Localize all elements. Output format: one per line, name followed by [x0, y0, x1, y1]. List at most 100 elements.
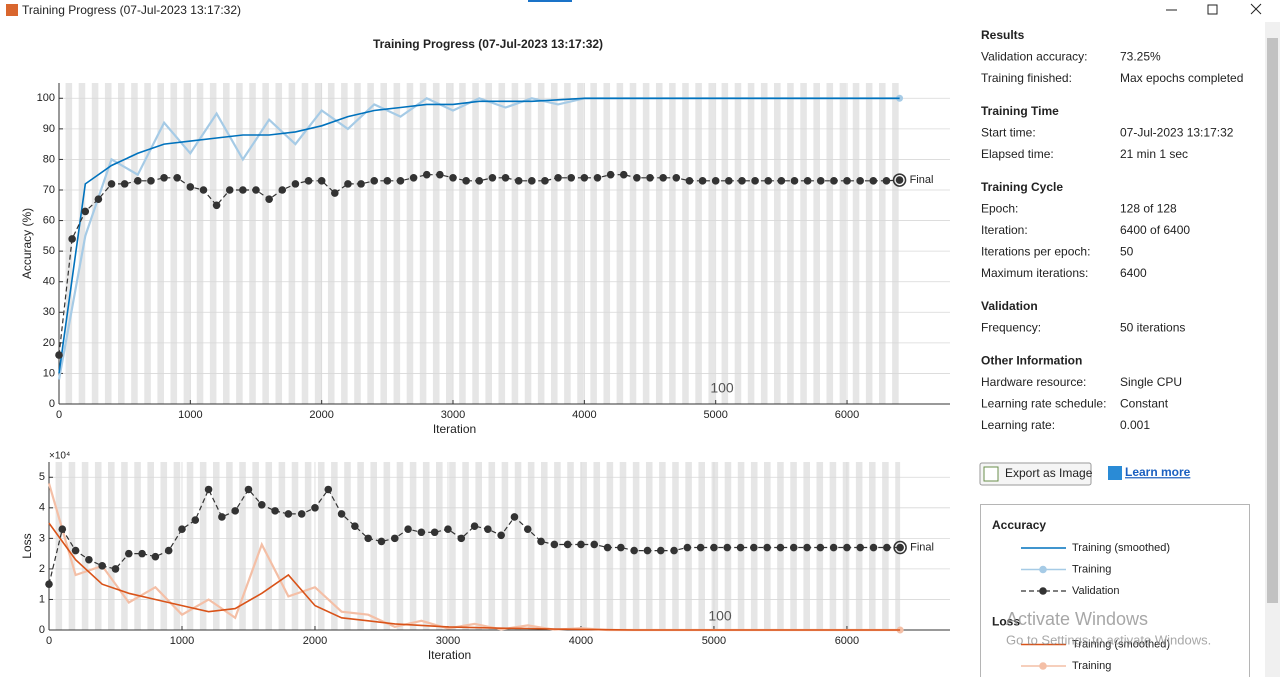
panel-label: Iterations per epoch: [981, 245, 1090, 259]
epoch-stripe [642, 83, 650, 404]
validation-point [541, 177, 549, 185]
validation-point [331, 189, 339, 197]
y-axis-label: Loss [20, 533, 34, 558]
validation-point [830, 177, 838, 185]
validation-point [111, 565, 120, 573]
epoch-stripe [199, 462, 207, 630]
series-line [48, 488, 901, 585]
y-tick-label: 90 [43, 123, 55, 135]
scrollbar-thumb[interactable] [1267, 38, 1278, 603]
panel-value: Constant [1120, 397, 1169, 411]
validation-point [94, 195, 103, 203]
panel-heading: Training Cycle [981, 180, 1063, 194]
y-tick-label: 60 [43, 214, 55, 226]
series-line [48, 522, 901, 631]
epoch-stripe [65, 83, 73, 404]
epoch-stripe [577, 83, 584, 404]
validation-point [404, 525, 412, 533]
validation-point [816, 543, 825, 552]
learn-more-link[interactable]: Learn more [1125, 465, 1191, 479]
validation-point [580, 173, 589, 182]
epoch-stripe [826, 83, 834, 404]
validation-point [554, 173, 562, 182]
validation-point [344, 180, 352, 188]
validation-point [383, 177, 392, 185]
validation-point [869, 177, 878, 185]
validation-point [409, 173, 418, 182]
validation-point [98, 562, 106, 570]
validation-point [750, 543, 758, 552]
epoch-stripe [304, 462, 312, 630]
epoch-stripe [288, 83, 296, 404]
validation-point [670, 546, 678, 555]
y-axis-label: Accuracy (%) [20, 208, 34, 279]
panel-heading: Training Time [981, 104, 1059, 118]
validation-point [895, 176, 904, 184]
epoch-stripe [708, 83, 715, 404]
validation-point [633, 173, 641, 182]
validation-point [364, 534, 372, 543]
epoch-stripe [317, 462, 325, 630]
tab-indicator [528, 0, 572, 2]
validation-point [191, 516, 200, 524]
legend-label: Training [1072, 660, 1111, 672]
validation-point [436, 170, 444, 179]
legend-title: Accuracy [992, 518, 1046, 532]
legend-marker [1039, 565, 1047, 574]
validation-point [475, 177, 484, 185]
export-label: Export as Image [1005, 466, 1093, 480]
validation-point [212, 201, 221, 210]
validation-point [856, 543, 865, 552]
epoch-stripe [852, 83, 860, 404]
panel-label: Maximum iterations: [981, 266, 1088, 280]
validation-point [790, 177, 799, 185]
y-tick-label: 2 [39, 563, 45, 575]
epoch-stripe [118, 83, 125, 404]
title-bar [0, 0, 1280, 22]
panel-value: 50 [1120, 245, 1134, 259]
epoch-stripe [527, 462, 535, 630]
epoch-stripe [278, 462, 286, 630]
validation-point [710, 543, 718, 552]
epoch-stripe [682, 83, 689, 404]
validation-point [882, 177, 891, 185]
restore-button[interactable] [1207, 4, 1218, 15]
validation-point [606, 170, 615, 179]
panel-label: Iteration: [981, 223, 1028, 237]
validation-point [643, 546, 652, 555]
validation-point [550, 540, 559, 549]
epoch-stripe [341, 83, 348, 404]
y-tick-label: 40 [43, 276, 55, 288]
validation-point [138, 549, 146, 558]
y-tick-label: 4 [39, 502, 45, 514]
epoch-stripe [147, 462, 154, 630]
epoch-stripe [629, 83, 637, 404]
validation-point [396, 177, 405, 185]
validation-point [311, 504, 319, 512]
validation-point [449, 173, 457, 182]
validation-point [252, 186, 260, 194]
close-button[interactable] [1250, 3, 1262, 15]
final-point-ring [892, 173, 907, 187]
export-button[interactable] [979, 462, 1092, 486]
validation-point [528, 177, 536, 185]
epoch-stripe [252, 462, 259, 630]
chart-title: Training Progress (07-Jul-2023 13:17:32) [373, 37, 603, 51]
epoch-stripe [68, 462, 76, 630]
panel-label: Start time: [981, 126, 1036, 140]
validation-point [173, 173, 182, 182]
panel-value: 6400 of 6400 [1120, 223, 1190, 237]
validation-point [789, 543, 798, 552]
panel-value: 6400 [1120, 266, 1147, 280]
validation-point [377, 537, 386, 546]
validation-point [430, 528, 439, 537]
x-tick-label: 6000 [835, 635, 859, 647]
epoch-stripe [695, 83, 702, 404]
panel-value: 0.001 [1120, 418, 1150, 432]
panel-label: Epoch: [981, 202, 1018, 216]
epoch-stripe [669, 83, 676, 404]
validation-point [351, 522, 359, 530]
epoch-stripe [301, 83, 309, 404]
epoch-stripe [249, 83, 256, 404]
epoch-stripe [459, 83, 466, 404]
